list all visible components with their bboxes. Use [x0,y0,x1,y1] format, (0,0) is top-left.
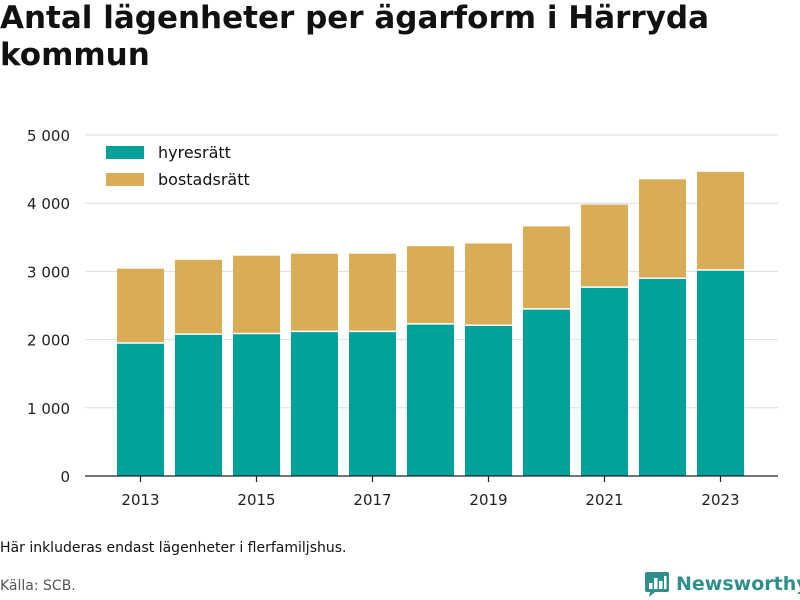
legend-label-bostadsratt: bostadsrätt [158,170,250,189]
y-axis-tick-labels: 0 1 000 2 000 3 000 4 000 5 000 [27,127,70,486]
bar-bostadsratt-2020 [523,226,570,309]
bar-bostadsratt-2021 [581,204,628,288]
bar-bostadsratt-2023 [697,171,744,271]
x-tick-label: 2015 [237,491,275,509]
y-tick-label: 5 000 [27,127,70,145]
x-tick-label: 2019 [469,491,507,509]
x-tick-label: 2017 [353,491,391,509]
bar-hyresratt-2019 [465,325,512,476]
footnote: Här inkluderas endast lägenheter i flerf… [0,540,347,556]
bar-hyresratt-2017 [349,331,396,476]
bar-chart-logo-icon [645,572,669,597]
bar-hyresratt-2022 [639,278,686,476]
bar-hyresratt-2018 [407,323,454,476]
bar-hyresratt-2021 [581,287,628,476]
bars [117,171,744,476]
bar-bostadsratt-2016 [291,253,338,332]
legend-label-hyresratt: hyresrätt [158,143,231,162]
bar-hyresratt-2015 [233,333,280,476]
y-tick-label: 1 000 [27,400,70,418]
bar-hyresratt-2013 [117,343,164,476]
page-title: Antal lägenheter per ägarform i Härryda … [0,0,710,73]
brand-logo[interactable]: Newsworthy [644,569,800,599]
x-tick-label: 2013 [121,491,159,509]
bar-bostadsratt-2018 [407,246,454,324]
y-tick-label: 4 000 [27,195,70,213]
source-note: Källa: SCB. [0,578,76,594]
bar-bostadsratt-2014 [175,259,222,335]
bar-hyresratt-2023 [697,270,744,476]
x-tick-label: 2021 [585,491,623,509]
bar-bostadsratt-2019 [465,243,512,326]
legend-swatch-hyresratt [106,146,144,159]
bar-hyresratt-2016 [291,331,338,476]
bar-bostadsratt-2022 [639,179,686,279]
bar-bostadsratt-2015 [233,255,280,334]
legend-swatch-bostadsratt [106,173,144,186]
bar-hyresratt-2014 [175,334,222,476]
brand-name: Newsworthy [676,573,800,595]
y-tick-label: 0 [60,468,70,486]
bar-bostadsratt-2017 [349,253,396,332]
x-axis-ticks: 2013 2015 2017 2019 2021 2023 [121,476,740,509]
bar-hyresratt-2020 [523,308,570,476]
y-tick-label: 2 000 [27,332,70,350]
x-tick-label: 2023 [701,491,739,509]
legend: hyresrätt bostadsrätt [106,143,250,189]
bar-bostadsratt-2013 [117,268,164,344]
y-tick-label: 3 000 [27,263,70,281]
